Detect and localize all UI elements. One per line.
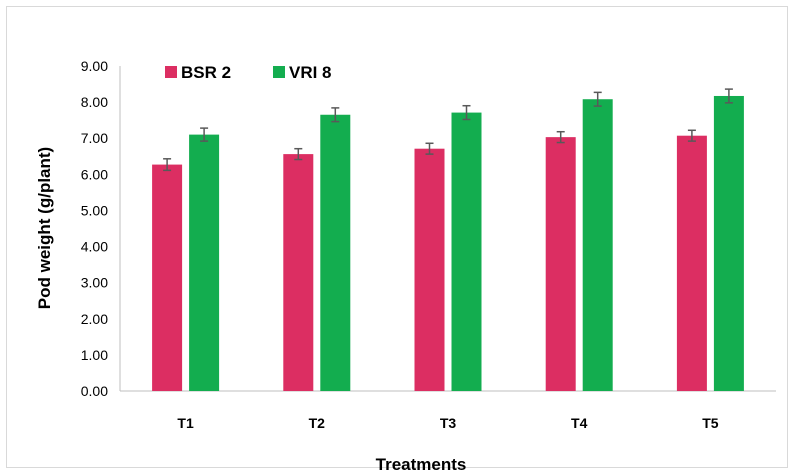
legend-label: BSR 2 (181, 63, 231, 82)
bar-bsr-2-t5 (676, 135, 707, 391)
x-tick-label: T1 (177, 415, 194, 431)
error-bar (462, 104, 471, 121)
y-tick-label: 0.00 (81, 383, 108, 399)
legend: BSR 2 VRI 8 (165, 63, 332, 82)
axes (119, 66, 776, 392)
bar-vri-8-t3 (451, 112, 482, 391)
legend-item: BSR 2 (165, 63, 231, 82)
x-tick-labels: T1 T2 T3 T4 T5 (177, 415, 718, 431)
y-tick-label: 4.00 (81, 239, 108, 255)
bar-vri-8-t5 (713, 95, 744, 391)
error-bar (425, 142, 434, 155)
y-tick-label: 1.00 (81, 347, 108, 363)
y-tick-label: 5.00 (81, 202, 108, 218)
legend-label: VRI 8 (289, 63, 332, 82)
bar-bsr-2-t2 (283, 154, 314, 391)
bar-bsr-2-t3 (414, 148, 445, 391)
error-bar (331, 107, 340, 123)
error-bar (294, 147, 303, 161)
y-tick-label: 3.00 (81, 275, 108, 291)
error-bar (687, 129, 696, 142)
error-bar (593, 91, 602, 107)
y-tick-label: 8.00 (81, 94, 108, 110)
y-tick-label: 7.00 (81, 130, 108, 146)
x-tick-label: T3 (440, 415, 457, 431)
bar-vri-8-t1 (189, 134, 220, 391)
y-axis-title: Pod weight (g/plant) (35, 147, 54, 309)
legend-swatch (273, 66, 285, 78)
y-tick-labels: 0.00 1.00 2.00 3.00 4.00 5.00 6.00 7.00 8.00 9.00 (81, 58, 108, 399)
bar-bsr-2-t1 (152, 164, 183, 391)
error-bar (200, 127, 209, 142)
legend-item: VRI 8 (273, 63, 332, 82)
bar-vri-8-t2 (320, 114, 351, 391)
error-bar (724, 88, 733, 104)
error-bar (556, 130, 565, 144)
x-tick-label: T4 (571, 415, 588, 431)
y-tick-label: 2.00 (81, 311, 108, 327)
x-tick-label: T5 (702, 415, 719, 431)
bars (152, 95, 744, 391)
x-axis-title: Treatments (376, 455, 467, 474)
x-tick-label: T2 (309, 415, 326, 431)
y-tick-label: 6.00 (81, 166, 108, 182)
y-tick-label: 9.00 (81, 58, 108, 74)
error-bars (163, 88, 733, 172)
bar-vri-8-t4 (582, 99, 613, 391)
legend-swatch (165, 66, 177, 78)
error-bar (163, 158, 172, 172)
bar-bsr-2-t4 (545, 137, 576, 391)
